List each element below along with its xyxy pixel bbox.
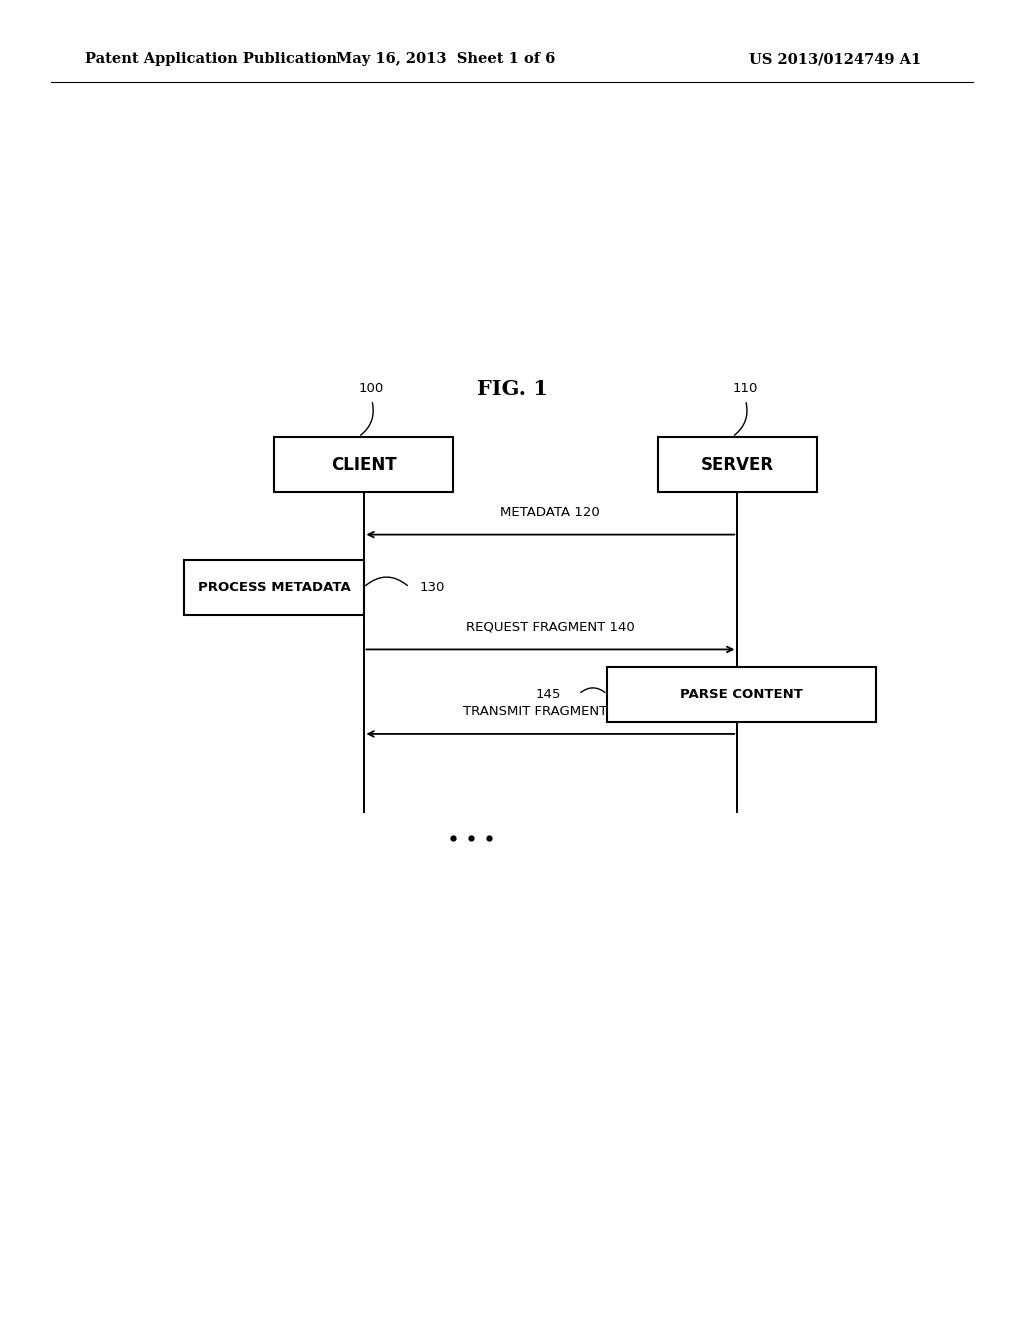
Text: METADATA 120: METADATA 120 <box>500 506 600 519</box>
Bar <box>184 560 364 615</box>
Text: Patent Application Publication: Patent Application Publication <box>85 53 337 66</box>
Text: 145: 145 <box>536 688 561 701</box>
Text: REQUEST FRAGMENT 140: REQUEST FRAGMENT 140 <box>466 620 634 634</box>
Text: 130: 130 <box>420 581 445 594</box>
Text: PROCESS METADATA: PROCESS METADATA <box>198 581 350 594</box>
Text: PARSE CONTENT: PARSE CONTENT <box>680 688 803 701</box>
Bar <box>607 667 876 722</box>
Text: FIG. 1: FIG. 1 <box>476 379 548 400</box>
Text: TRANSMIT FRAGMENT 150: TRANSMIT FRAGMENT 150 <box>463 705 637 718</box>
Text: 100: 100 <box>358 381 384 395</box>
Text: US 2013/0124749 A1: US 2013/0124749 A1 <box>750 53 922 66</box>
Text: CLIENT: CLIENT <box>331 455 396 474</box>
Text: SERVER: SERVER <box>700 455 774 474</box>
Text: 110: 110 <box>732 381 758 395</box>
Text: May 16, 2013  Sheet 1 of 6: May 16, 2013 Sheet 1 of 6 <box>336 53 555 66</box>
Bar <box>657 437 817 492</box>
Bar <box>273 437 453 492</box>
